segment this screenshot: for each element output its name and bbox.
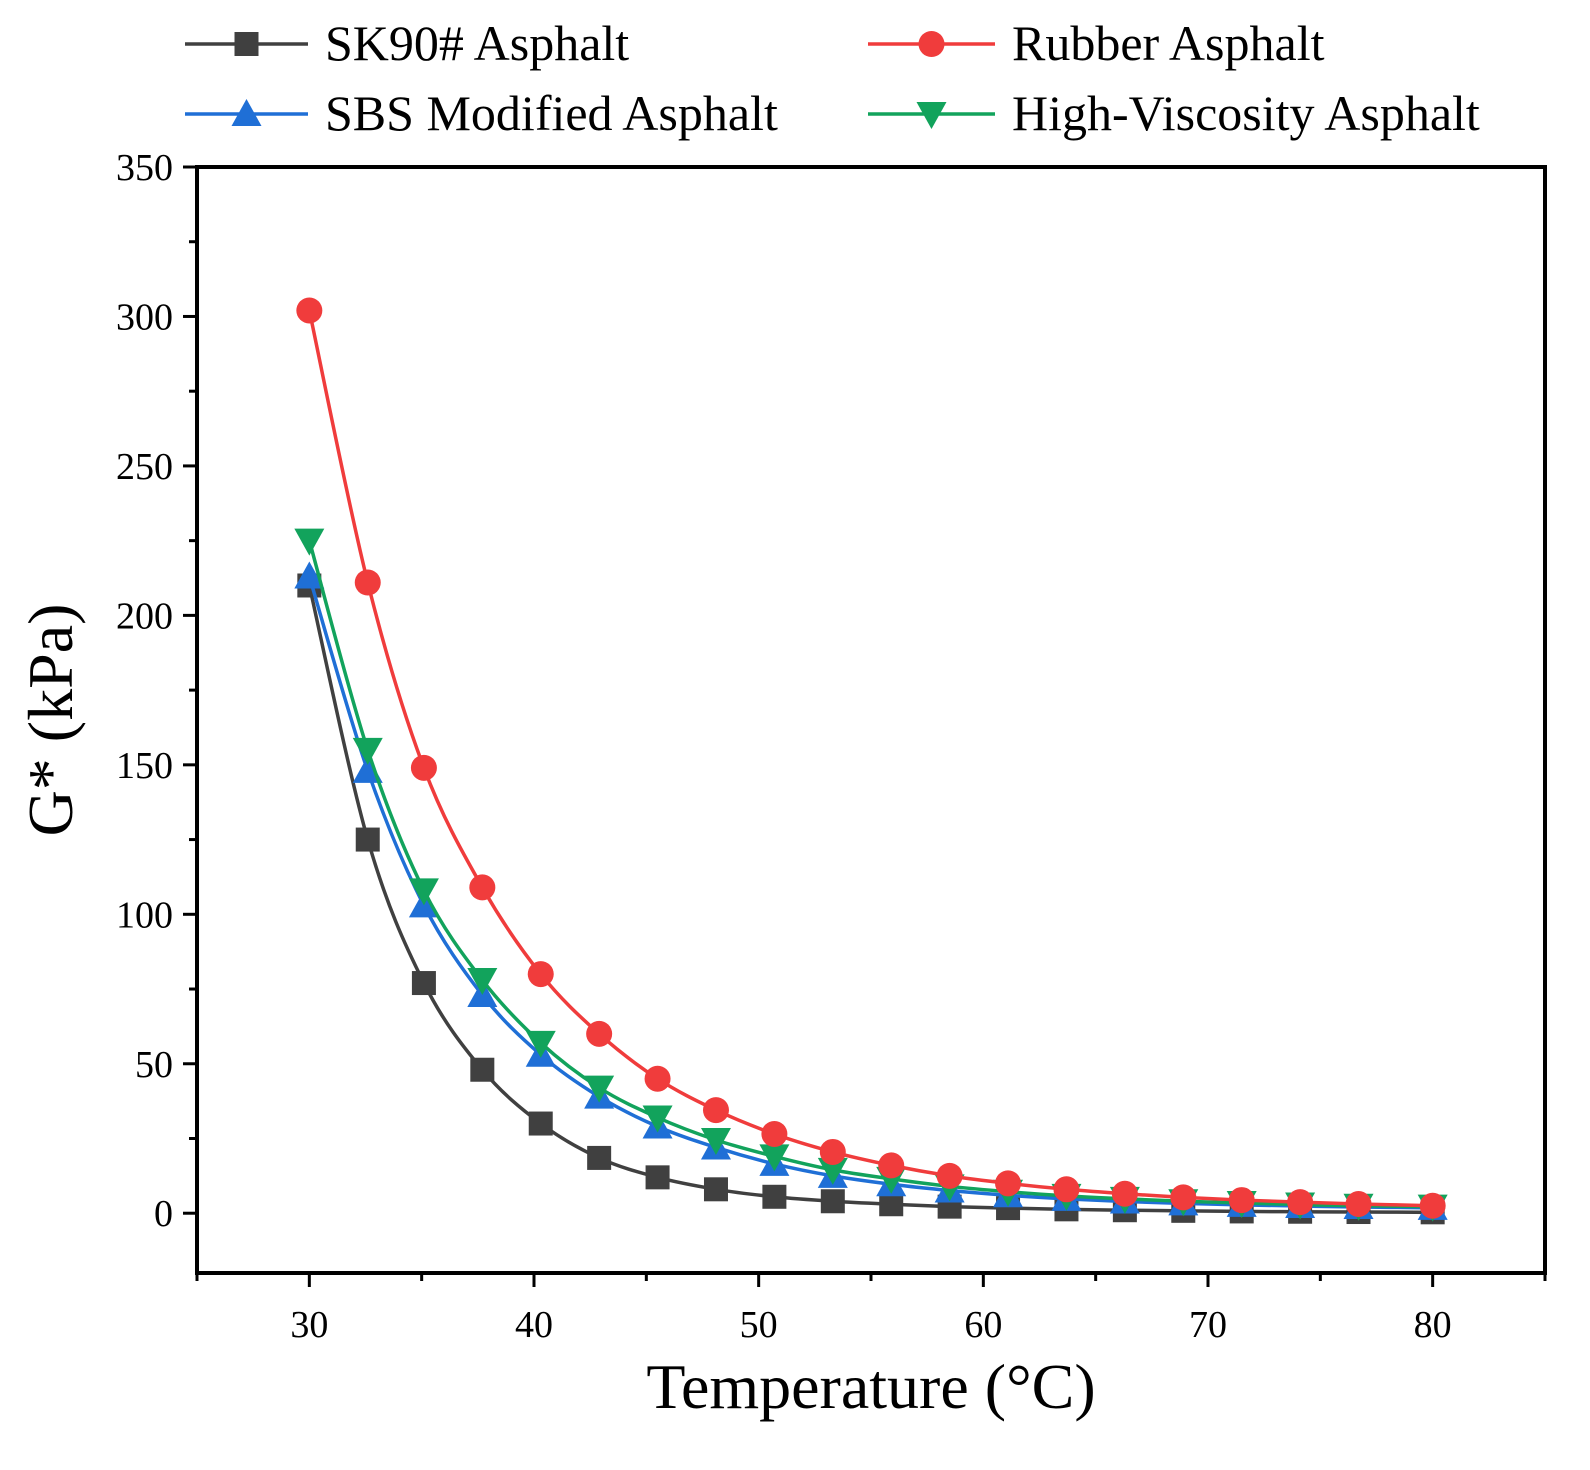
series-high-viscosity-asphalt bbox=[294, 528, 1448, 1222]
legend-entry: SK90# Asphalt bbox=[185, 15, 629, 71]
data-point bbox=[642, 1105, 673, 1133]
data-point bbox=[410, 754, 437, 781]
y-tick-label: 350 bbox=[116, 147, 173, 189]
data-point bbox=[700, 1127, 731, 1155]
data-point bbox=[1053, 1176, 1080, 1203]
y-tick-label: 300 bbox=[116, 296, 173, 338]
data-point bbox=[817, 1157, 848, 1185]
data-point bbox=[470, 1057, 495, 1082]
series-sk90-asphalt bbox=[297, 573, 1445, 1225]
data-point bbox=[820, 1189, 845, 1214]
x-axis-title: Temperature (°C) bbox=[646, 1351, 1095, 1422]
legend-label: Rubber Asphalt bbox=[1012, 15, 1325, 71]
data-point bbox=[408, 878, 439, 906]
x-tick-label: 80 bbox=[1414, 1304, 1452, 1346]
data-point bbox=[702, 1097, 729, 1124]
x-tick-label: 50 bbox=[740, 1304, 778, 1346]
data-point bbox=[878, 1152, 905, 1179]
legend-label: SK90# Asphalt bbox=[325, 15, 629, 71]
data-point bbox=[1111, 1180, 1138, 1207]
legend-label: SBS Modified Asphalt bbox=[325, 85, 778, 141]
data-point bbox=[761, 1121, 788, 1148]
data-point bbox=[644, 1065, 671, 1092]
data-point bbox=[355, 827, 380, 852]
series-line bbox=[307, 540, 1433, 1209]
data-point bbox=[1419, 1192, 1446, 1219]
data-point bbox=[995, 1170, 1022, 1197]
series-rubber-asphalt bbox=[296, 297, 1446, 1219]
data-point bbox=[294, 528, 325, 556]
data-point bbox=[645, 1165, 670, 1190]
data-point bbox=[586, 1020, 613, 1047]
y-axis-title: G* (kPa) bbox=[15, 604, 86, 837]
legend-entry: SBS Modified Asphalt bbox=[185, 85, 778, 141]
x-tick-labels: 30 40 50 60 70 80 bbox=[290, 1304, 1451, 1346]
data-point bbox=[352, 737, 383, 765]
series-sbs-modified-asphalt bbox=[294, 561, 1448, 1220]
x-tick-label: 60 bbox=[964, 1304, 1002, 1346]
legend-entry: High-Viscosity Asphalt bbox=[868, 85, 1480, 141]
y-tick-label: 50 bbox=[135, 1044, 173, 1086]
x-tick-label: 70 bbox=[1189, 1304, 1227, 1346]
y-tick-label: 150 bbox=[116, 745, 173, 787]
x-tick-label: 30 bbox=[290, 1304, 328, 1346]
data-point bbox=[525, 1030, 556, 1058]
data-point bbox=[1345, 1190, 1372, 1217]
data-point bbox=[936, 1162, 963, 1189]
legend-marker bbox=[231, 99, 262, 126]
y-tick-label: 0 bbox=[154, 1193, 173, 1235]
data-point bbox=[469, 874, 496, 901]
data-point bbox=[528, 1111, 553, 1136]
y-tick-label: 250 bbox=[116, 446, 173, 488]
data-point bbox=[759, 1144, 790, 1172]
y-tick-label: 200 bbox=[116, 595, 173, 637]
y-tick-label: 100 bbox=[116, 894, 173, 936]
plot-frame bbox=[195, 165, 1547, 1275]
legend-marker bbox=[234, 32, 259, 56]
data-point bbox=[584, 1075, 615, 1103]
data-point bbox=[587, 1145, 612, 1170]
data-point bbox=[411, 971, 436, 996]
data-point bbox=[819, 1138, 846, 1165]
data-point bbox=[1287, 1189, 1314, 1216]
data-point bbox=[296, 297, 323, 324]
data-point bbox=[467, 968, 498, 996]
axis-ticks bbox=[183, 165, 1547, 1287]
series-line bbox=[307, 576, 1433, 1210]
x-tick-label: 40 bbox=[515, 1304, 553, 1346]
legend-entry: Rubber Asphalt bbox=[868, 15, 1325, 71]
legend-marker bbox=[916, 102, 947, 129]
legend: SK90# Asphalt Rubber Asphalt SBS Modified … bbox=[185, 15, 1480, 141]
data-point bbox=[354, 569, 381, 596]
legend-marker bbox=[918, 31, 945, 57]
legend-label: High-Viscosity Asphalt bbox=[1012, 85, 1480, 141]
data-point bbox=[1170, 1184, 1197, 1211]
y-tick-labels: 0 50 100 150 200 250 300 350 bbox=[116, 147, 173, 1235]
data-point bbox=[294, 561, 325, 589]
data-point bbox=[703, 1177, 728, 1202]
data-point bbox=[762, 1184, 787, 1209]
data-point bbox=[1228, 1187, 1255, 1214]
data-point bbox=[879, 1192, 904, 1217]
series-layer bbox=[294, 297, 1448, 1225]
data-point bbox=[527, 961, 554, 988]
